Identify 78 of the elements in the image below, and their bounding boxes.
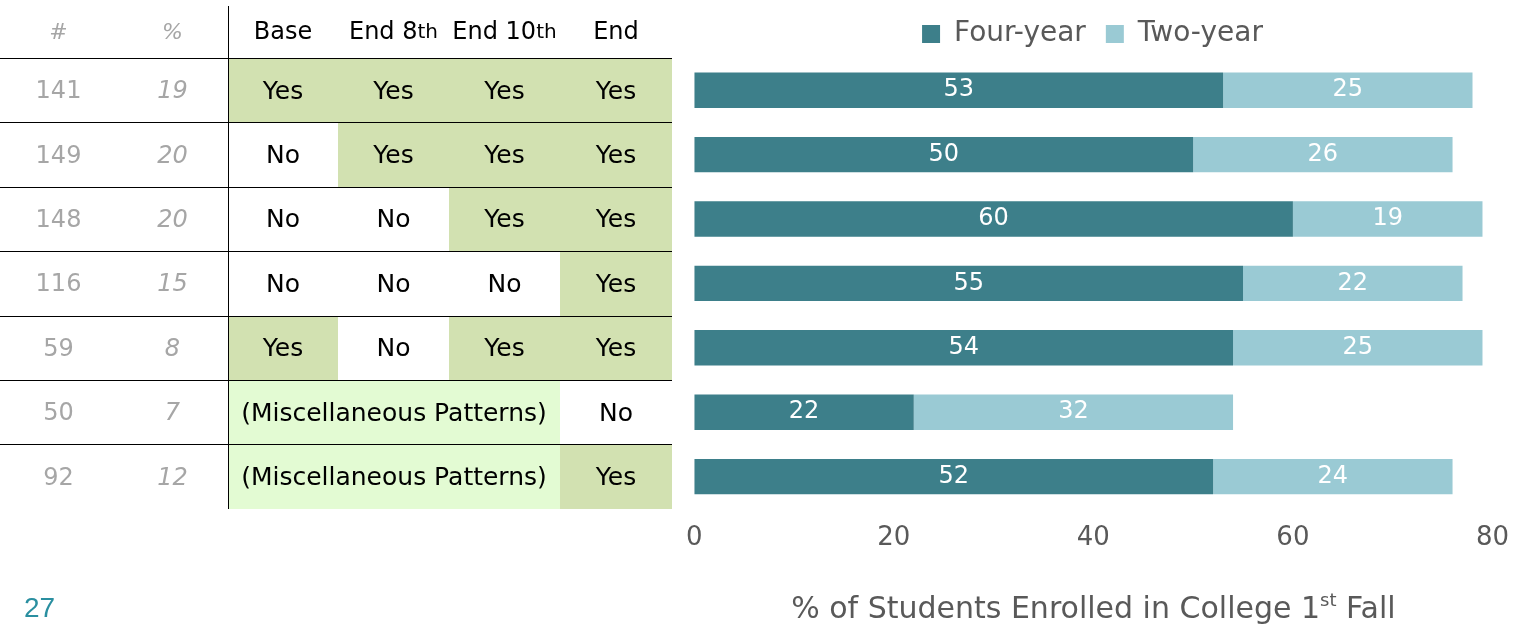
text: 59 <box>43 333 74 362</box>
text: No <box>376 204 411 234</box>
bar <box>694 458 1214 495</box>
data-label: 53 <box>943 74 974 103</box>
legend-label: Two-year <box>1136 15 1264 49</box>
bar <box>1233 330 1483 366</box>
text: 50 <box>43 398 74 427</box>
data-label: 50 <box>928 138 959 167</box>
text: 27 <box>24 592 56 624</box>
category-label: End <box>592 16 640 47</box>
text: Yes <box>595 204 637 234</box>
text: 7 <box>164 398 181 427</box>
data-label: 32 <box>1058 396 1089 425</box>
text: No <box>599 397 633 427</box>
text: Yes <box>373 140 414 170</box>
bar <box>913 394 1234 430</box>
text: 20 <box>157 204 188 233</box>
text: No <box>266 140 300 170</box>
bar <box>1243 265 1463 302</box>
text: Yes <box>262 75 304 105</box>
text: 20 <box>157 140 188 169</box>
x-tick-label: 80 <box>1475 521 1509 552</box>
data-label: 19 <box>1372 203 1403 232</box>
data-label: 22 <box>788 396 820 425</box>
data-label: 22 <box>1337 267 1369 296</box>
bar <box>694 201 1293 237</box>
text: 148 <box>35 204 82 233</box>
text: No <box>266 204 300 234</box>
bar <box>1223 72 1473 108</box>
x-tick-label: 0 <box>686 521 703 552</box>
text: 149 <box>35 140 82 169</box>
text: Yes <box>262 333 304 363</box>
text: Yes <box>595 268 637 298</box>
x-tick-label: 60 <box>1276 521 1310 552</box>
text: 92 <box>43 462 74 491</box>
text: 15 <box>157 269 188 298</box>
bar <box>1292 201 1483 237</box>
legend-label: Four-year <box>954 15 1087 49</box>
category-label: Base <box>252 16 314 47</box>
data-label: 24 <box>1317 460 1349 489</box>
category-label: % <box>161 17 184 46</box>
text: No <box>376 268 411 298</box>
text: 116 <box>35 269 82 298</box>
text: 8 <box>164 333 181 362</box>
bar <box>1213 458 1453 495</box>
text: Yes <box>484 204 525 234</box>
data-label: 25 <box>1332 74 1364 103</box>
data-label: 54 <box>948 332 979 361</box>
text: 12 <box>157 462 188 491</box>
data-label: 60 <box>978 203 1009 232</box>
text: (Miscellaneous Patterns) <box>241 462 547 492</box>
text: 141 <box>35 76 82 105</box>
text: Yes <box>484 333 525 363</box>
data-label: 25 <box>1342 332 1374 361</box>
x-tick-label: 20 <box>877 521 911 552</box>
bar <box>694 330 1234 366</box>
text: Yes <box>484 140 525 170</box>
bar <box>694 136 1194 173</box>
bar <box>694 265 1244 302</box>
bar <box>694 394 914 430</box>
text: 19 <box>157 76 188 105</box>
bar <box>694 72 1224 108</box>
data-label: 52 <box>938 460 969 489</box>
text: Yes <box>373 75 414 105</box>
data-label: 55 <box>953 267 984 296</box>
text: Yes <box>595 462 637 492</box>
text: Yes <box>484 75 525 105</box>
bar <box>1193 136 1453 173</box>
text: (Miscellaneous Patterns) <box>241 397 547 427</box>
text: No <box>376 333 411 363</box>
category-label: # <box>48 17 69 46</box>
text: Yes <box>595 333 637 363</box>
text: Yes <box>595 75 637 105</box>
text: Yes <box>595 140 637 170</box>
text: No <box>487 268 522 298</box>
data-label: 26 <box>1307 138 1339 167</box>
text: No <box>266 268 300 298</box>
x-tick-label: 40 <box>1076 521 1110 552</box>
